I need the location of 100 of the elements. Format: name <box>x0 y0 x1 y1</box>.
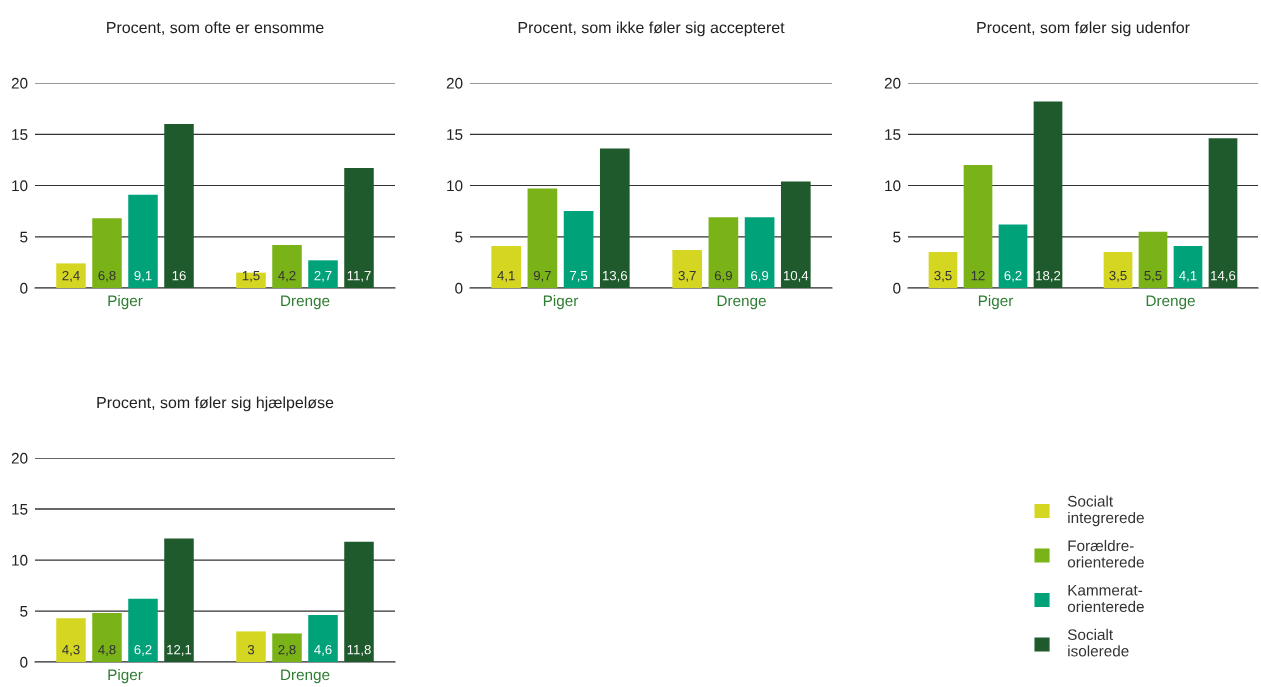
bar <box>780 181 811 288</box>
y-tick-label: 0 <box>20 282 28 294</box>
chart-title: Procent, som ofte er ensomme <box>107 21 324 36</box>
y-tick-label: 0 <box>893 282 901 294</box>
bar <box>344 168 374 288</box>
x-tick-label: Drenge <box>281 669 330 684</box>
data-label: 16 <box>172 270 186 281</box>
x-tick-label: Piger <box>978 294 1014 310</box>
data-label: 7,5 <box>570 271 588 282</box>
legend-label: Kammerat- orienterede <box>1067 584 1144 613</box>
bar <box>272 244 302 288</box>
data-label: 4,1 <box>1179 271 1197 282</box>
y-tick-label: 20 <box>11 77 28 89</box>
data-label: 6,9 <box>714 270 732 282</box>
data-label: 6,2 <box>1004 270 1022 282</box>
bar <box>1033 101 1063 288</box>
y-tick-label: 10 <box>447 180 463 192</box>
data-label: 11,7 <box>347 271 371 282</box>
y-tick-label: 15 <box>447 129 463 140</box>
x-tick-label: Piger <box>108 668 143 684</box>
data-label: 12,1 <box>167 644 192 656</box>
y-tick-label: 5 <box>20 606 28 617</box>
data-label: 6,9 <box>751 270 769 282</box>
y-tick-label: 10 <box>12 180 28 192</box>
bar <box>272 633 302 662</box>
legend-label: Socialt integrerede <box>1067 495 1144 527</box>
data-label: 6,8 <box>98 270 116 282</box>
bar <box>128 598 158 662</box>
y-tick-label: 15 <box>885 129 901 140</box>
x-tick-label: Drenge <box>717 295 766 310</box>
x-tick-label: Drenge <box>1146 295 1195 310</box>
chart-title: Procent, som føler sig udenfor <box>977 21 1190 37</box>
bar <box>1103 252 1133 288</box>
bar <box>744 217 775 288</box>
bar <box>164 124 194 288</box>
data-label: 1,5 <box>242 271 260 282</box>
bar <box>708 217 739 288</box>
bar <box>128 194 158 288</box>
x-tick-label: Piger <box>108 294 143 310</box>
data-label: 18,2 <box>1036 270 1061 282</box>
x-tick-label: Piger <box>543 294 579 310</box>
bar <box>164 538 194 662</box>
bar <box>344 541 374 662</box>
y-tick-label: 10 <box>885 180 901 192</box>
data-label: 9,7 <box>533 270 551 282</box>
bar <box>1173 245 1203 288</box>
bar <box>236 272 266 288</box>
legend-label: Socialt isolerede <box>1067 628 1129 657</box>
bar <box>928 252 958 288</box>
data-label: 3,5 <box>1109 270 1127 282</box>
data-label: 10,4 <box>783 270 809 282</box>
data-label: 3,5 <box>934 270 952 282</box>
x-tick-label: Drenge <box>281 295 330 310</box>
data-label: 2,7 <box>314 270 332 282</box>
y-tick-label: 0 <box>20 656 28 668</box>
y-tick-label: 5 <box>455 231 463 243</box>
y-tick-label: 20 <box>884 77 901 89</box>
bar <box>672 250 703 288</box>
bar <box>963 165 993 288</box>
data-label: 6,2 <box>134 644 152 656</box>
data-label: 2,4 <box>62 270 80 282</box>
bar <box>92 218 122 288</box>
data-label: 11,8 <box>347 644 371 656</box>
data-label: 14,6 <box>1211 270 1236 282</box>
chart-title: Procent, som føler sig hjælpeløse <box>97 396 334 412</box>
bar <box>563 211 594 288</box>
y-tick-label: 15 <box>12 504 28 515</box>
y-tick-label: 15 <box>12 129 28 140</box>
y-tick-label: 10 <box>12 554 28 566</box>
bar <box>308 615 338 662</box>
chart-title: Procent, som ikke føler sig accepteret <box>518 21 785 37</box>
data-label: 3,7 <box>678 270 696 282</box>
bar <box>56 618 86 662</box>
data-label: 2,8 <box>278 644 296 656</box>
data-label: 3 <box>247 644 255 655</box>
y-tick-label: 20 <box>446 77 463 89</box>
data-label: 4,6 <box>314 644 332 656</box>
y-tick-label: 5 <box>893 231 901 243</box>
bar <box>1208 138 1238 288</box>
data-label: 9,1 <box>134 270 152 282</box>
y-tick-label: 5 <box>20 231 28 243</box>
bar <box>527 188 558 288</box>
legend-label: Forældre- orienterede <box>1067 539 1144 568</box>
bar <box>308 260 338 288</box>
bar <box>998 224 1028 288</box>
bar <box>1138 231 1168 288</box>
data-label: 4,3 <box>62 644 80 656</box>
bar <box>236 631 266 662</box>
data-label: 4,2 <box>278 270 296 282</box>
y-tick-label: 0 <box>455 282 463 294</box>
bar <box>491 245 522 288</box>
bar <box>56 263 86 288</box>
bar <box>599 148 630 288</box>
bar <box>92 613 122 662</box>
data-label: 5,5 <box>1144 271 1162 282</box>
data-label: 13,6 <box>602 270 628 282</box>
y-tick-label: 20 <box>11 452 28 464</box>
data-label: 4,8 <box>98 644 116 656</box>
data-label: 12 <box>971 270 985 281</box>
data-label: 4,1 <box>497 271 515 282</box>
